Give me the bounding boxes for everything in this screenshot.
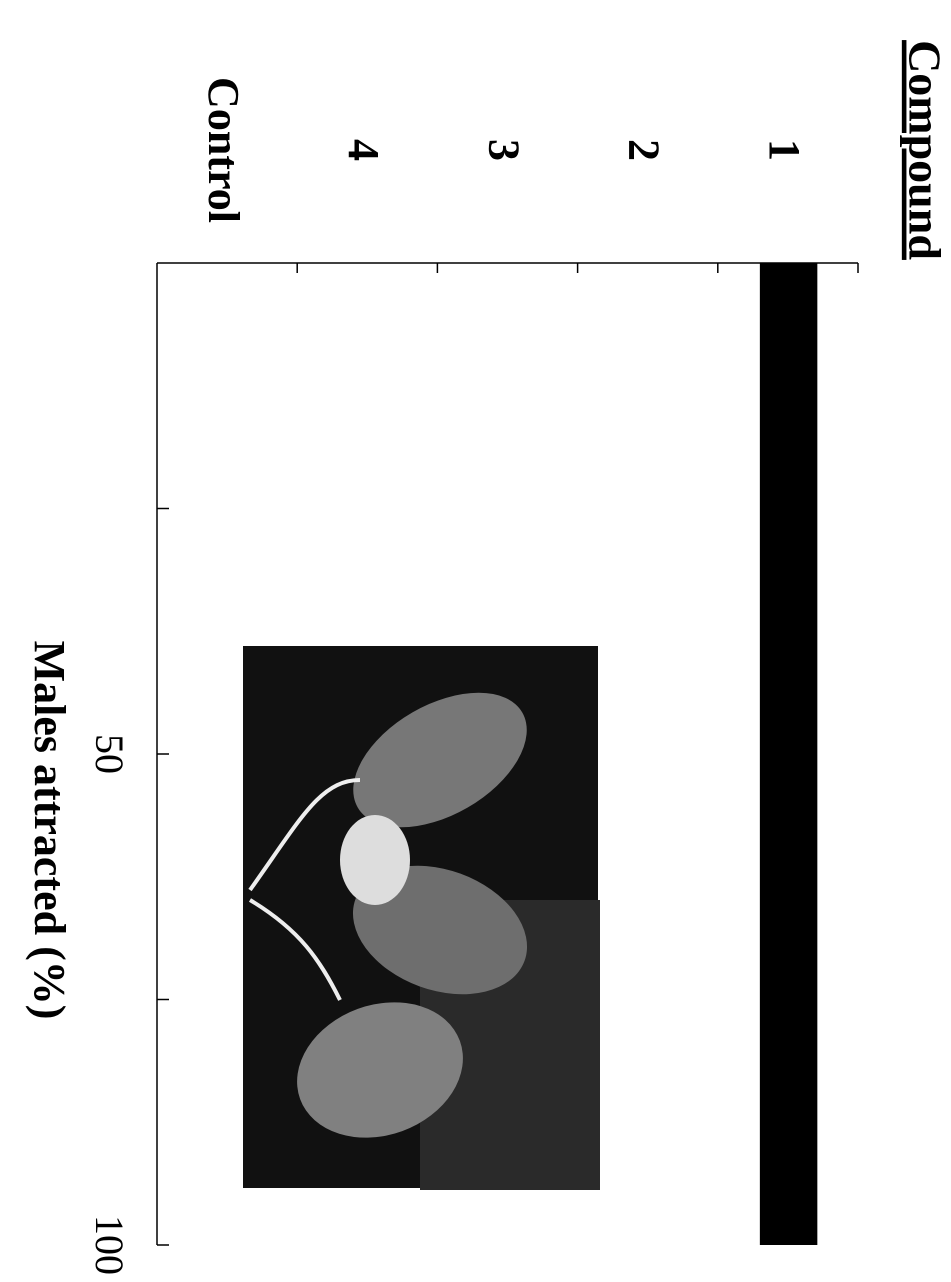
photo — [243, 646, 600, 1190]
x-tick-label: 3 — [479, 139, 528, 161]
y-tick-label: 50 — [87, 734, 132, 774]
x-tick-label: Control — [199, 77, 248, 223]
y-tick-label: 100 — [87, 1215, 132, 1275]
x-tick-label: 4 — [339, 139, 388, 161]
x-tick-label: 1 — [760, 139, 809, 161]
x-tick-label: 2 — [620, 139, 669, 161]
bar — [759, 263, 818, 1245]
chart-title: Compound — [899, 40, 950, 260]
y-axis-label: Males attracted (%) — [25, 641, 74, 1020]
